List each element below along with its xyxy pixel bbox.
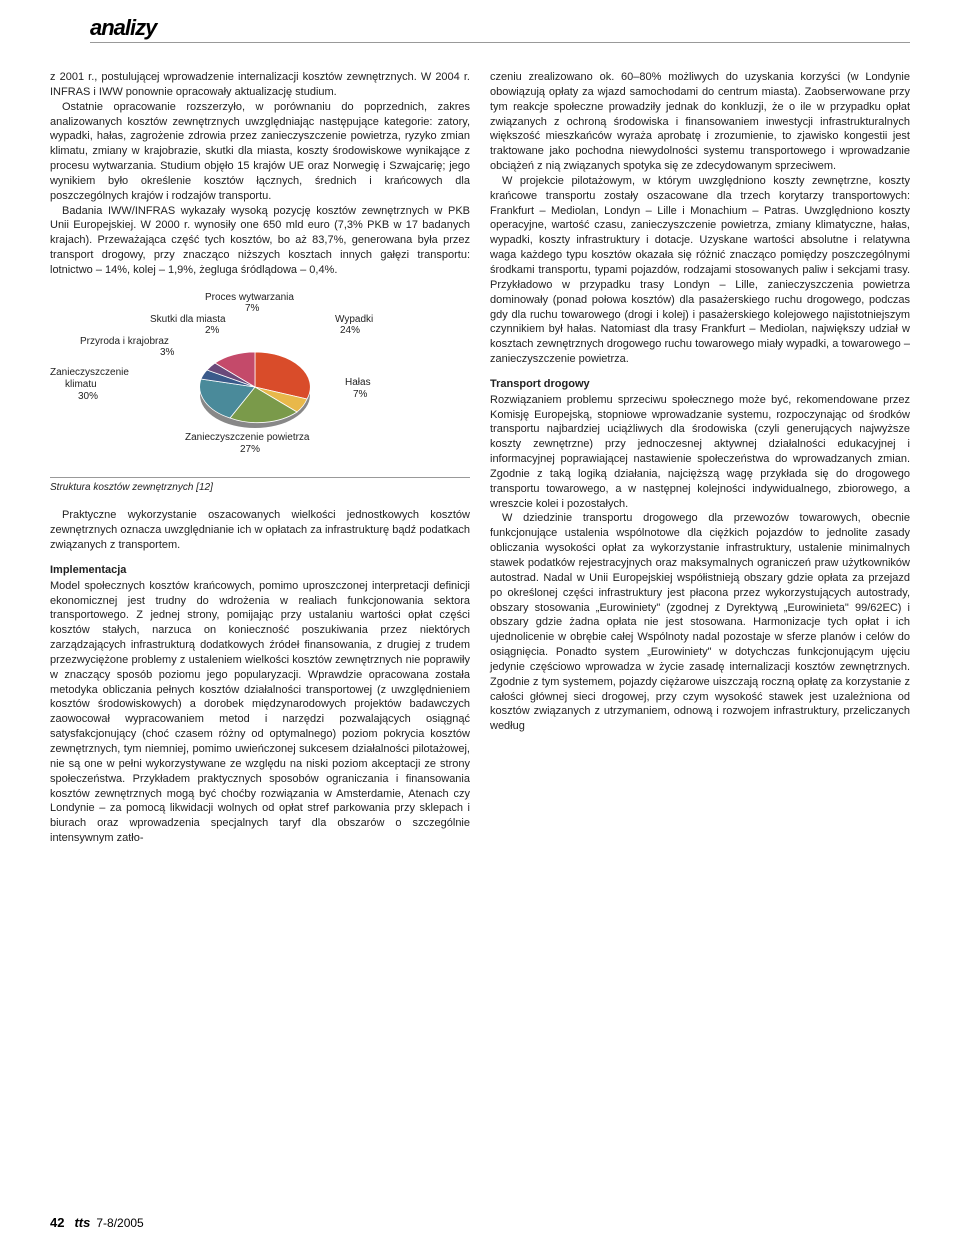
paragraph: Praktyczne wykorzystanie oszacowanych wi… (50, 508, 470, 553)
section-header: analizy (90, 15, 156, 41)
chart-label: 27% (240, 444, 260, 455)
chart-label: 24% (340, 325, 360, 336)
right-column: czeniu zrealizowano ok. 60–80% możliwych… (490, 70, 910, 846)
paragraph: Badania IWW/INFRAS wykazały wysoką pozyc… (50, 204, 470, 278)
chart-label: Skutki dla miasta (150, 314, 226, 325)
chart-label: Hałas (345, 377, 371, 388)
left-column: z 2001 r., postulującej wprowadzenie int… (50, 70, 470, 846)
chart-label: klimatu (65, 379, 97, 390)
chart-label: Zanieczyszczenie (50, 367, 129, 378)
section-title: Implementacja (50, 563, 470, 578)
paragraph: Ostatnie opracowanie rozszerzyło, w poró… (50, 100, 470, 204)
chart-caption: Struktura kosztów zewnętrznych [12] (50, 477, 470, 495)
paragraph: Model społecznych kosztów krańcowych, po… (50, 579, 470, 846)
chart-label: 7% (353, 389, 367, 400)
chart-label: Przyroda i krajobraz (80, 336, 169, 347)
pie-chart-block: Proces wytwarzania 7% Skutki dla miasta … (50, 292, 470, 495)
chart-label: 2% (205, 325, 219, 336)
page-number: 42 (50, 1215, 64, 1230)
paragraph: W projekcie pilotażowym, w którym uwzglę… (490, 174, 910, 367)
chart-label: 30% (78, 391, 98, 402)
section-title: Transport drogowy (490, 377, 910, 392)
pie-chart: Proces wytwarzania 7% Skutki dla miasta … (50, 292, 470, 472)
page: analizy z 2001 r., postulującej wprowadz… (0, 0, 960, 1248)
chart-label: Proces wytwarzania (205, 292, 294, 303)
chart-label: Wypadki (335, 314, 373, 325)
paragraph: Rozwiązaniem problemu sprzeciwu społeczn… (490, 393, 910, 512)
page-footer: 42 tts 7-8/2005 (50, 1215, 144, 1230)
paragraph: z 2001 r., postulującej wprowadzenie int… (50, 70, 470, 100)
paragraph: W dziedzinie transportu drogowego dla pr… (490, 511, 910, 734)
chart-label: 3% (160, 347, 174, 358)
header-divider (90, 42, 910, 43)
content-area: z 2001 r., postulującej wprowadzenie int… (50, 70, 910, 846)
issue-number: 7-8/2005 (96, 1216, 143, 1230)
paragraph: czeniu zrealizowano ok. 60–80% możliwych… (490, 70, 910, 174)
chart-label: 7% (245, 303, 259, 314)
chart-label: Zanieczyszczenie powietrza (185, 432, 310, 443)
journal-logo: tts (74, 1215, 90, 1230)
